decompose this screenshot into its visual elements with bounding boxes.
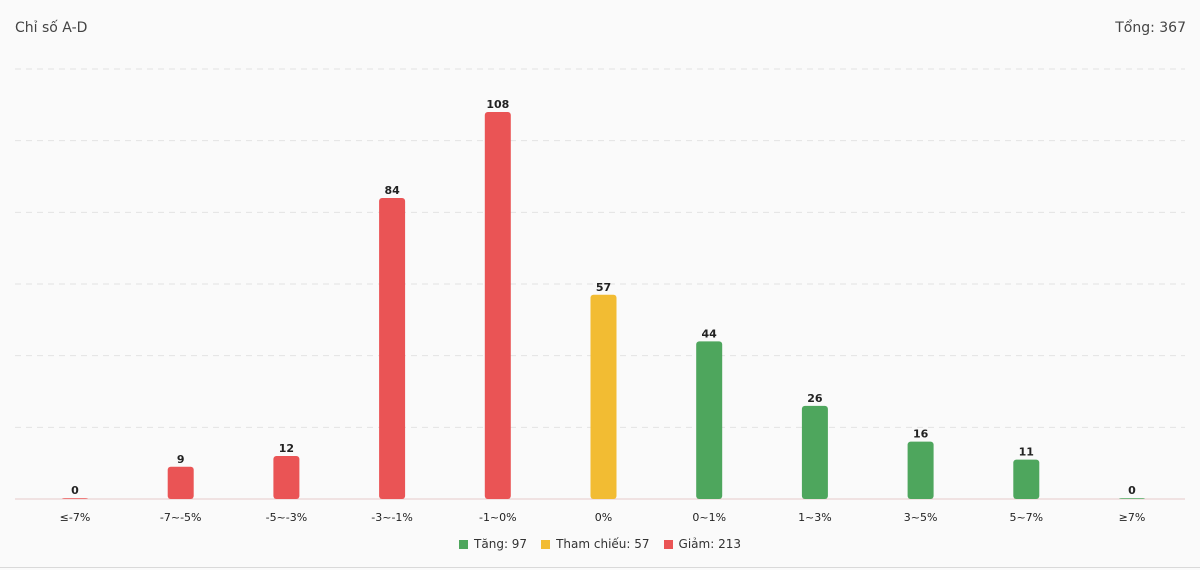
chart-header: Chỉ số A-D Tổng: 367: [0, 0, 1200, 60]
bar-chart: 0 ≤-7% 9 -7~-5% 12 -5~-3% 84 -3~-1% 108 -1~0% 57 0%…: [15, 68, 1185, 524]
bar-9[interactable]: [1013, 459, 1040, 499]
data-label-10: 0: [1128, 484, 1136, 497]
x-tick-label-1: -7~-5%: [160, 511, 202, 524]
bar-5[interactable]: [590, 294, 617, 499]
x-tick-label-2: -5~-3%: [266, 511, 308, 524]
bottom-divider: [0, 567, 1200, 568]
bar-8[interactable]: [907, 441, 934, 499]
legend-item-down[interactable]: Giảm: 213: [663, 537, 741, 551]
legend-label-ref: Tham chiếu: 57: [556, 537, 650, 551]
data-label-0: 0: [71, 484, 79, 497]
legend-swatch-up: [459, 539, 469, 549]
data-label-1: 9: [177, 453, 185, 466]
legend-swatch-ref: [541, 539, 551, 549]
x-tick-label-9: 5~7%: [1009, 511, 1043, 524]
x-tick-label-10: ≥7%: [1119, 511, 1146, 524]
bar-0[interactable]: [62, 498, 88, 499]
bar-7[interactable]: [801, 405, 828, 499]
chart-legend: Tăng: 97 Tham chiếu: 57 Giảm: 213: [0, 537, 1200, 551]
data-label-4: 108: [486, 98, 509, 111]
x-tick-label-5: 0%: [595, 511, 612, 524]
total-count: Tổng: 367: [1115, 20, 1186, 36]
x-tick-label-8: 3~5%: [904, 511, 938, 524]
bar-10[interactable]: [1119, 498, 1145, 499]
data-label-7: 26: [807, 392, 823, 405]
x-tick-label-6: 0~1%: [692, 511, 726, 524]
legend-swatch-down: [663, 539, 673, 549]
legend-item-ref[interactable]: Tham chiếu: 57: [541, 537, 650, 551]
bar-2[interactable]: [273, 456, 300, 499]
chart-title: Chỉ số A-D: [15, 20, 88, 36]
data-label-2: 12: [279, 442, 294, 455]
x-tick-label-7: 1~3%: [798, 511, 832, 524]
x-tick-label-4: -1~0%: [479, 511, 517, 524]
bar-3[interactable]: [379, 198, 406, 499]
legend-item-up[interactable]: Tăng: 97: [459, 537, 527, 551]
legend-label-up: Tăng: 97: [474, 537, 528, 551]
x-tick-label-0: ≤-7%: [60, 511, 91, 524]
data-label-3: 84: [384, 184, 400, 197]
data-label-9: 11: [1019, 446, 1034, 459]
data-label-6: 44: [702, 327, 718, 340]
bar-4[interactable]: [484, 112, 511, 499]
data-label-8: 16: [913, 428, 929, 441]
legend-label-down: Giảm: 213: [678, 537, 741, 551]
bar-1[interactable]: [167, 466, 194, 499]
x-tick-label-3: -3~-1%: [371, 511, 413, 524]
data-label-5: 57: [596, 281, 611, 294]
bar-6[interactable]: [696, 341, 723, 499]
